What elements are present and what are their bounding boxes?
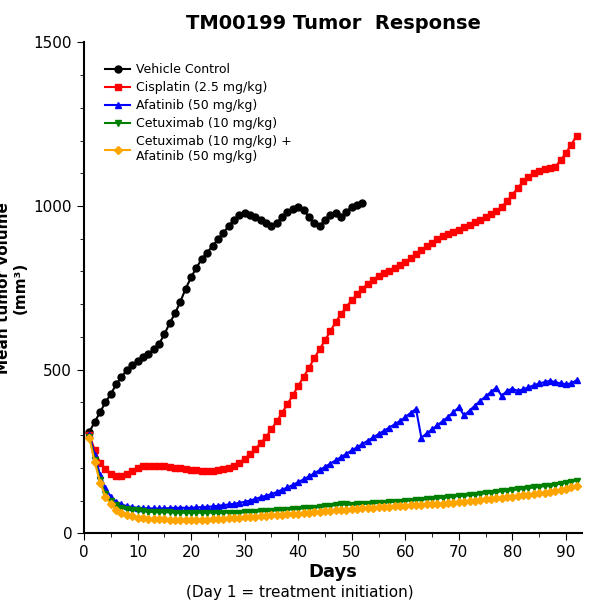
Cisplatin (2.5 mg/kg) — [86, 431, 93, 439]
Afatinib (50 mg/kg) — [86, 431, 93, 439]
Line: Cisplatin (2.5 mg/kg): Cisplatin (2.5 mg/kg) — [86, 132, 580, 479]
Afatinib (50 mg/kg) — [482, 393, 489, 400]
Cisplatin (2.5 mg/kg) — [450, 228, 457, 236]
Cetuximab (10 mg/kg) +
Afatinib (50 mg/kg) — [450, 499, 457, 506]
Cetuximab (10 mg/kg) — [86, 433, 93, 441]
Cetuximab (10 mg/kg) — [450, 493, 457, 501]
Vehicle Control — [214, 236, 221, 243]
Legend: Vehicle Control, Cisplatin (2.5 mg/kg), Afatinib (50 mg/kg), Cetuximab (10 mg/kg: Vehicle Control, Cisplatin (2.5 mg/kg), … — [100, 59, 297, 168]
Cisplatin (2.5 mg/kg) — [113, 473, 120, 480]
Afatinib (50 mg/kg) — [498, 392, 505, 399]
Cisplatin (2.5 mg/kg) — [573, 132, 580, 139]
Y-axis label: Mean tumor volume
(mm³): Mean tumor volume (mm³) — [0, 202, 28, 374]
Cetuximab (10 mg/kg) +
Afatinib (50 mg/kg) — [166, 516, 173, 523]
Cetuximab (10 mg/kg) +
Afatinib (50 mg/kg) — [380, 504, 388, 511]
Cetuximab (10 mg/kg) — [573, 477, 580, 484]
Cisplatin (2.5 mg/kg) — [482, 214, 489, 221]
Afatinib (50 mg/kg) — [472, 402, 479, 409]
Vehicle Control — [182, 285, 190, 292]
Cetuximab (10 mg/kg) +
Afatinib (50 mg/kg) — [498, 494, 505, 501]
Afatinib (50 mg/kg) — [145, 505, 152, 512]
Afatinib (50 mg/kg) — [450, 408, 457, 416]
Cetuximab (10 mg/kg) — [172, 509, 179, 516]
X-axis label: Days: Days — [308, 563, 358, 581]
Vehicle Control — [359, 200, 366, 207]
Cetuximab (10 mg/kg) +
Afatinib (50 mg/kg) — [573, 482, 580, 490]
Title: TM00199 Tumor  Response: TM00199 Tumor Response — [185, 13, 481, 33]
Vehicle Control — [337, 213, 344, 220]
Cisplatin (2.5 mg/kg) — [380, 270, 388, 277]
Vehicle Control — [252, 213, 259, 220]
Line: Afatinib (50 mg/kg): Afatinib (50 mg/kg) — [86, 377, 580, 512]
Cetuximab (10 mg/kg) +
Afatinib (50 mg/kg) — [482, 496, 489, 503]
Cetuximab (10 mg/kg) — [482, 490, 489, 497]
Cisplatin (2.5 mg/kg) — [498, 203, 505, 210]
Cisplatin (2.5 mg/kg) — [476, 216, 484, 224]
Line: Cetuximab (10 mg/kg): Cetuximab (10 mg/kg) — [86, 433, 580, 516]
Afatinib (50 mg/kg) — [573, 376, 580, 384]
Cetuximab (10 mg/kg) +
Afatinib (50 mg/kg) — [472, 497, 479, 504]
Cetuximab (10 mg/kg) — [472, 491, 479, 498]
Text: (Day 1 = treatment initiation): (Day 1 = treatment initiation) — [186, 585, 414, 600]
Cetuximab (10 mg/kg) — [498, 488, 505, 495]
Cetuximab (10 mg/kg) +
Afatinib (50 mg/kg) — [86, 435, 93, 442]
Line: Cetuximab (10 mg/kg) +
Afatinib (50 mg/kg): Cetuximab (10 mg/kg) + Afatinib (50 mg/k… — [86, 436, 580, 522]
Afatinib (50 mg/kg) — [380, 427, 388, 435]
Cetuximab (10 mg/kg) — [476, 490, 484, 498]
Cetuximab (10 mg/kg) — [380, 499, 388, 506]
Line: Vehicle Control: Vehicle Control — [86, 200, 366, 435]
Cisplatin (2.5 mg/kg) — [472, 219, 479, 226]
Afatinib (50 mg/kg) — [476, 397, 484, 404]
Cetuximab (10 mg/kg) +
Afatinib (50 mg/kg) — [476, 496, 484, 504]
Vehicle Control — [262, 219, 269, 227]
Vehicle Control — [107, 391, 115, 398]
Vehicle Control — [86, 428, 93, 436]
